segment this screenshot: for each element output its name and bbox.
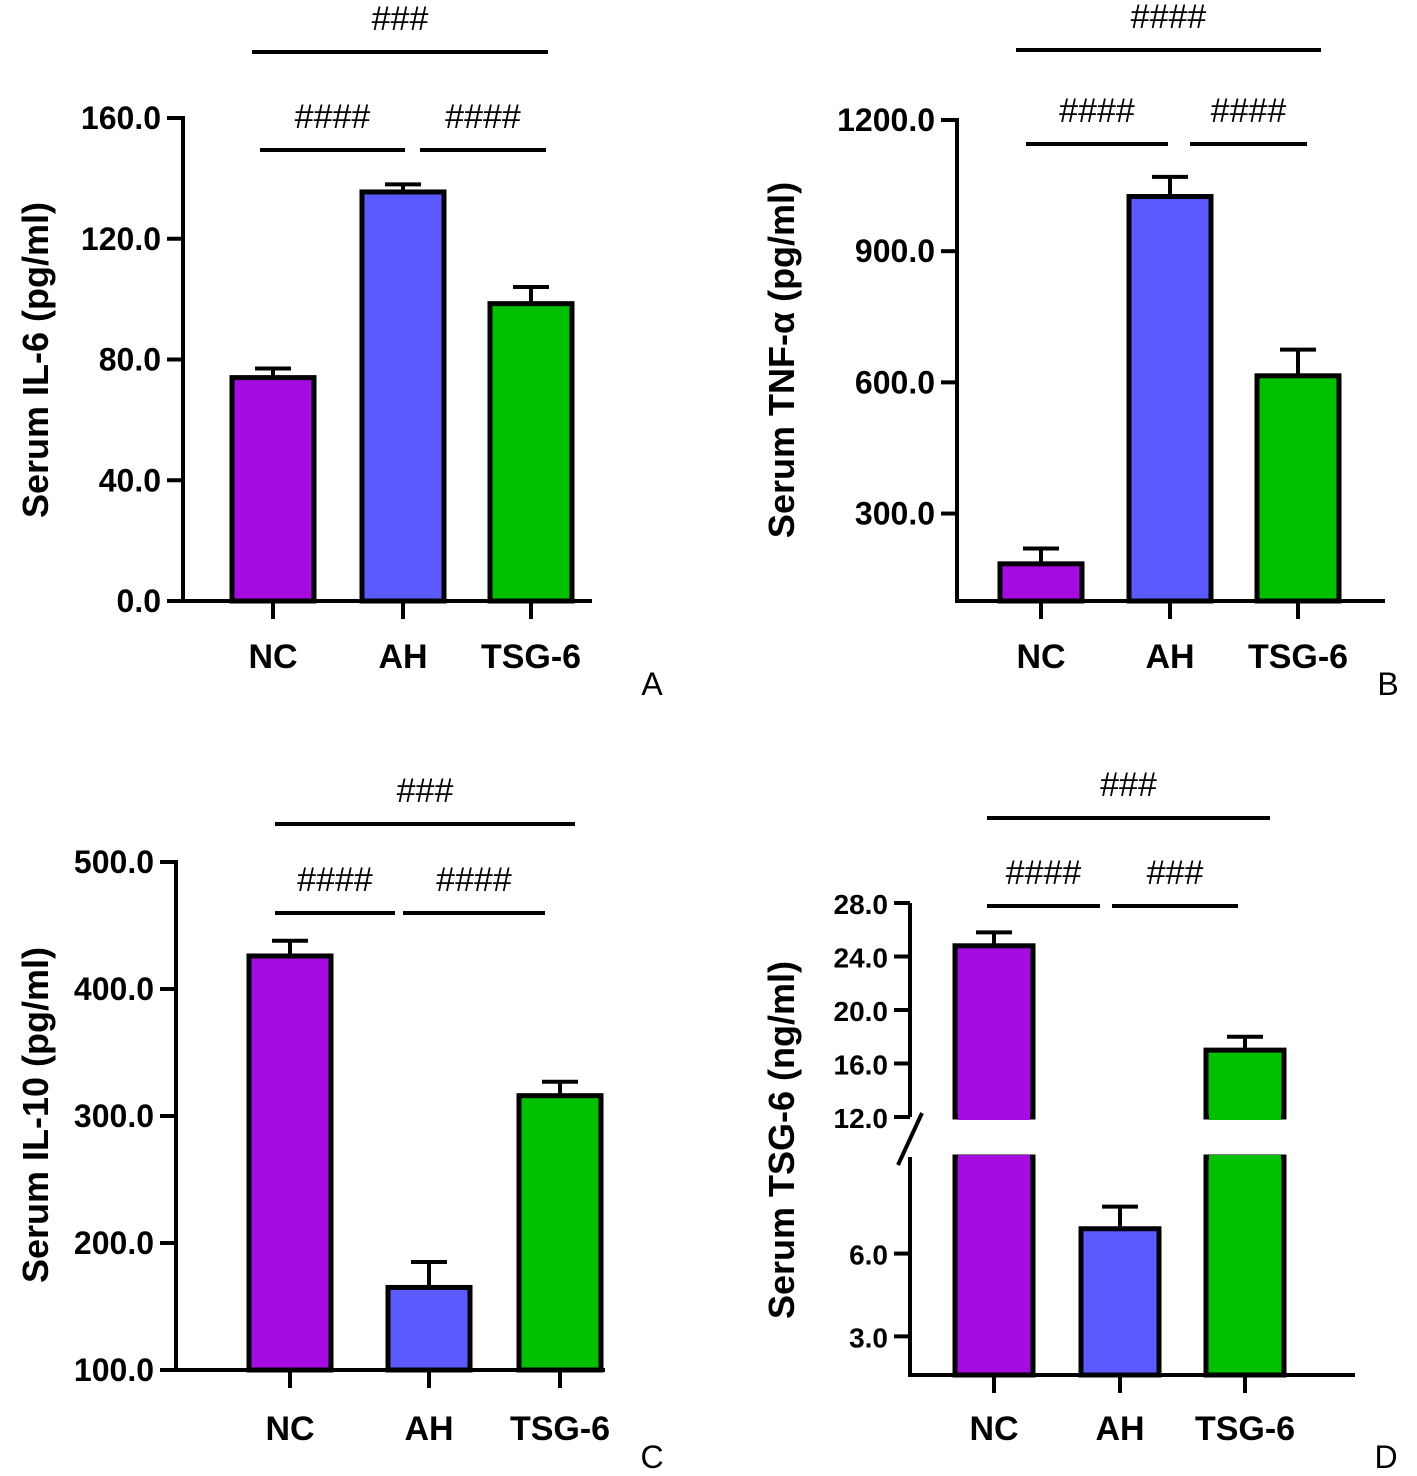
bar-break-cover	[958, 1155, 1030, 1161]
significance-label: ####	[445, 98, 521, 136]
significance-label: ####	[1059, 92, 1135, 130]
bar-NC-upper	[952, 943, 1036, 1120]
y-tick-label: 40.0	[99, 462, 161, 498]
chart-panel-C: 100.0 200.0 300.0 400.0 500.0 Serum IL-10 (pg…	[15, 772, 664, 1475]
bar-NC-lower	[952, 1154, 1036, 1378]
bar-TSG-6-lower	[1203, 1154, 1287, 1378]
significance-label: ###	[372, 0, 429, 38]
y-axis-title: Serum IL-6 (pg/ml)	[15, 202, 56, 518]
x-category-label: AH	[1145, 638, 1194, 676]
panel-label: B	[1377, 666, 1398, 702]
x-category-label: TSG-6	[1195, 1410, 1295, 1448]
bar-AH	[1078, 1226, 1162, 1378]
y-tick-label: 24.0	[834, 943, 889, 974]
significance-label: ####	[1131, 0, 1207, 36]
y-axis-title: Serum TNF-α (pg/ml)	[761, 182, 802, 538]
significance-label: ###	[1147, 854, 1204, 892]
x-category-label: TSG-6	[510, 1410, 610, 1448]
x-category-label: NC	[248, 638, 297, 676]
y-tick-label: 100.0	[74, 1352, 154, 1388]
x-category-label: NC	[1016, 638, 1065, 676]
chart-panel-D: 3.0 6.0 12.0 16.0 20.0 24.0 28.0 Serum TSG-6 (n…	[761, 766, 1398, 1475]
bar-NC	[997, 561, 1085, 604]
significance-label: ####	[297, 861, 373, 899]
significance-label: ####	[1211, 92, 1287, 130]
x-category-label: NC	[265, 1410, 314, 1448]
axis-break-mark	[896, 1112, 924, 1166]
y-tick-label: 300.0	[74, 1098, 154, 1134]
y-tick-label: 0.0	[117, 583, 161, 619]
y-tick-label: 28.0	[834, 889, 889, 920]
panel-label: D	[1374, 1439, 1397, 1475]
y-tick-label: 12.0	[834, 1103, 889, 1134]
bar-TSG-6	[1254, 373, 1342, 604]
x-category-label: AH	[1095, 1410, 1144, 1448]
bar-break-cover	[1209, 1114, 1281, 1120]
bar-TSG-6	[487, 301, 575, 604]
significance-label: ####	[1006, 854, 1082, 892]
x-category-label: TSG-6	[481, 638, 581, 676]
bar-TSG-6	[516, 1093, 604, 1373]
y-tick-label: 16.0	[834, 1050, 889, 1081]
bar-NC	[246, 953, 334, 1373]
panel-label: C	[640, 1439, 663, 1475]
significance-label: ###	[1100, 766, 1157, 804]
bar-break-cover	[1209, 1155, 1281, 1161]
panel-label: A	[641, 666, 663, 702]
chart-panel-B: 300.0 600.0 900.0 1200.0 Serum TNF-α (pg/ml)…	[761, 0, 1399, 702]
y-tick-label: 120.0	[81, 221, 161, 257]
bar-break-cover	[958, 1114, 1030, 1120]
y-tick-label: 300.0	[855, 496, 935, 532]
bar-NC	[229, 375, 317, 604]
bar-AH	[385, 1284, 473, 1373]
y-tick-label: 80.0	[99, 342, 161, 378]
x-category-label: NC	[969, 1410, 1018, 1448]
y-tick-label: 6.0	[849, 1240, 888, 1271]
bar-AH	[359, 189, 447, 604]
y-tick-label: 400.0	[74, 971, 154, 1007]
chart-panel-A: 0.0 40.0 80.0 120.0 160.0 Serum IL-6 (pg/ml) N…	[15, 0, 663, 702]
y-tick-label: 900.0	[855, 233, 935, 269]
y-tick-label: 500.0	[74, 844, 154, 880]
x-category-label: AH	[378, 638, 427, 676]
y-axis-title: Serum TSG-6 (ng/ml)	[761, 961, 802, 1319]
significance-label: ####	[436, 861, 512, 899]
y-tick-label: 20.0	[834, 996, 889, 1027]
significance-label: ###	[397, 772, 454, 810]
bar-TSG-6-upper	[1203, 1047, 1287, 1120]
bar-AH	[1126, 194, 1214, 604]
y-tick-label: 200.0	[74, 1225, 154, 1261]
y-axis-title: Serum IL-10 (pg/ml)	[15, 947, 56, 1283]
y-tick-label: 160.0	[81, 100, 161, 136]
x-category-label: AH	[404, 1410, 453, 1448]
y-tick-label: 3.0	[849, 1322, 888, 1353]
y-tick-label: 600.0	[855, 364, 935, 400]
y-tick-label: 1200.0	[837, 102, 935, 138]
x-category-label: TSG-6	[1248, 638, 1348, 676]
significance-label: ####	[295, 98, 371, 136]
